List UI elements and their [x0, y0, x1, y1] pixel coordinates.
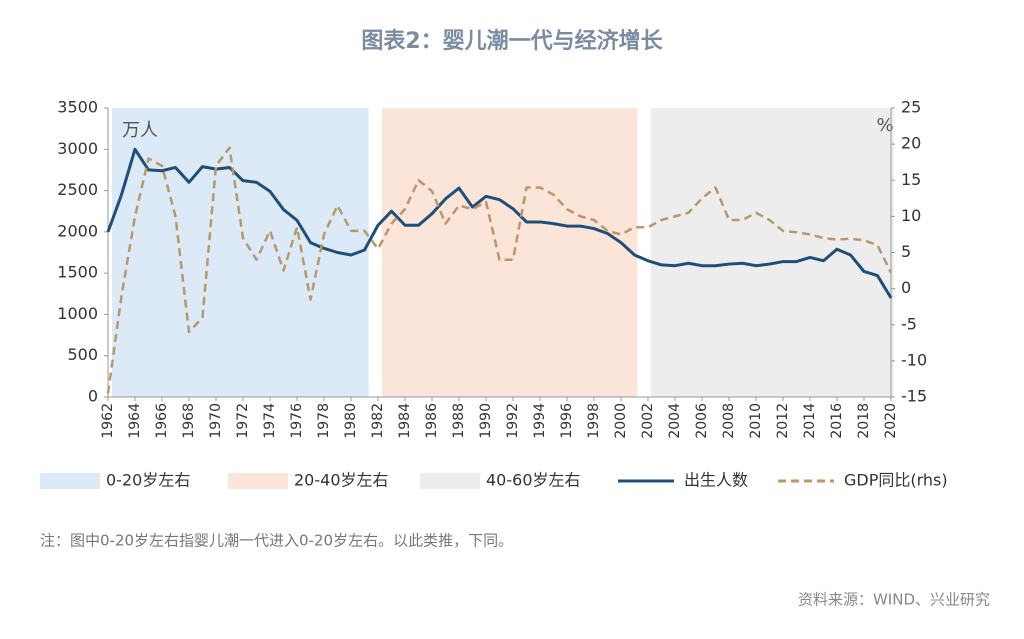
x-tick-label: 1980 [343, 403, 359, 439]
x-tick-label: 1994 [532, 403, 548, 439]
x-tick-label: 1998 [586, 403, 602, 439]
x-tick-label: 1970 [208, 403, 224, 439]
note: 注：图中0-20岁左右指婴儿潮一代进入0-20岁左右。以此类推，下同。 [40, 532, 513, 550]
y2-tick-label: 0 [901, 278, 911, 297]
x-tick-label: 2014 [802, 403, 818, 439]
x-tick-label: 2020 [883, 403, 899, 439]
x-tick-label: 2004 [667, 403, 683, 439]
y2-tick-label: -5 [901, 314, 917, 333]
y2-tick-label: 15 [901, 170, 921, 189]
x-tick-label: 2016 [829, 403, 845, 439]
x-tick-label: 1974 [262, 403, 278, 439]
legend-label: 40-60岁左右 [486, 471, 581, 490]
y-unit: 万人 [122, 120, 158, 141]
x-tick-label: 1996 [559, 403, 575, 439]
y-tick-label: 0 [88, 387, 98, 406]
x-tick-label: 1962 [100, 403, 116, 439]
plot-area [112, 108, 894, 397]
x-tick-label: 1988 [451, 403, 467, 439]
y2-unit: % [876, 115, 893, 136]
legend-label: 出生人数 [684, 471, 748, 490]
y-tick-label: 1000 [57, 304, 98, 323]
age-band [382, 108, 638, 397]
y2-tick-label: 5 [901, 242, 911, 261]
y2-tick-label: 20 [901, 134, 921, 153]
x-tick-label: 2018 [856, 403, 872, 439]
y2-tick-label: 25 [901, 98, 921, 117]
legend-swatch [420, 473, 480, 489]
legend-swatch [228, 473, 288, 489]
legend-label: 0-20岁左右 [106, 471, 190, 490]
y-tick-label: 2500 [57, 180, 98, 199]
chart-title: 图表2：婴儿潮一代与经济增长 [361, 28, 663, 54]
x-tick-label: 1976 [289, 403, 305, 439]
x-tick-label: 1966 [154, 403, 170, 439]
x-tick-label: 1986 [424, 403, 440, 439]
x-tick-label: 2000 [613, 403, 629, 439]
legend: 0-20岁左右 20-40岁左右 40-60岁左右 出生人数 GDP同比(rhs) [40, 471, 948, 490]
x-tick-label: 1968 [181, 403, 197, 439]
x-tick-label: 1972 [235, 403, 251, 439]
legend-swatch [40, 473, 100, 489]
x-tick-label: 1964 [127, 403, 143, 439]
x-tick-label: 1992 [505, 403, 521, 439]
gdp-line [106, 146, 893, 394]
x-tick-label: 1978 [316, 403, 332, 439]
y-tick-label: 2000 [57, 221, 98, 240]
x-tick-label: 1982 [370, 403, 386, 439]
x-tick-label: 2008 [721, 403, 737, 439]
age-band [650, 108, 894, 397]
y-tick-label: 3000 [57, 139, 98, 158]
y-tick-label: 3500 [57, 98, 98, 117]
x-tick-label: 2006 [694, 403, 710, 439]
legend-label: GDP同比(rhs) [844, 471, 948, 490]
x-tick-label: 2012 [775, 403, 791, 439]
x-tick-label: 1990 [478, 403, 494, 439]
y2-tick-label: -10 [901, 350, 927, 369]
source: 资料来源：WIND、兴业研究 [798, 591, 990, 609]
y-tick-label: 1500 [57, 263, 98, 282]
x-tick-label: 2002 [640, 403, 656, 439]
legend-label: 20-40岁左右 [294, 471, 389, 490]
age-band [112, 108, 369, 397]
x-tick-label: 1984 [397, 403, 413, 439]
y2-tick-label: -15 [901, 387, 927, 406]
x-tick-label: 2010 [748, 403, 764, 439]
y2-tick-label: 10 [901, 206, 921, 225]
births-line [106, 147, 893, 299]
y-tick-label: 500 [67, 345, 98, 364]
